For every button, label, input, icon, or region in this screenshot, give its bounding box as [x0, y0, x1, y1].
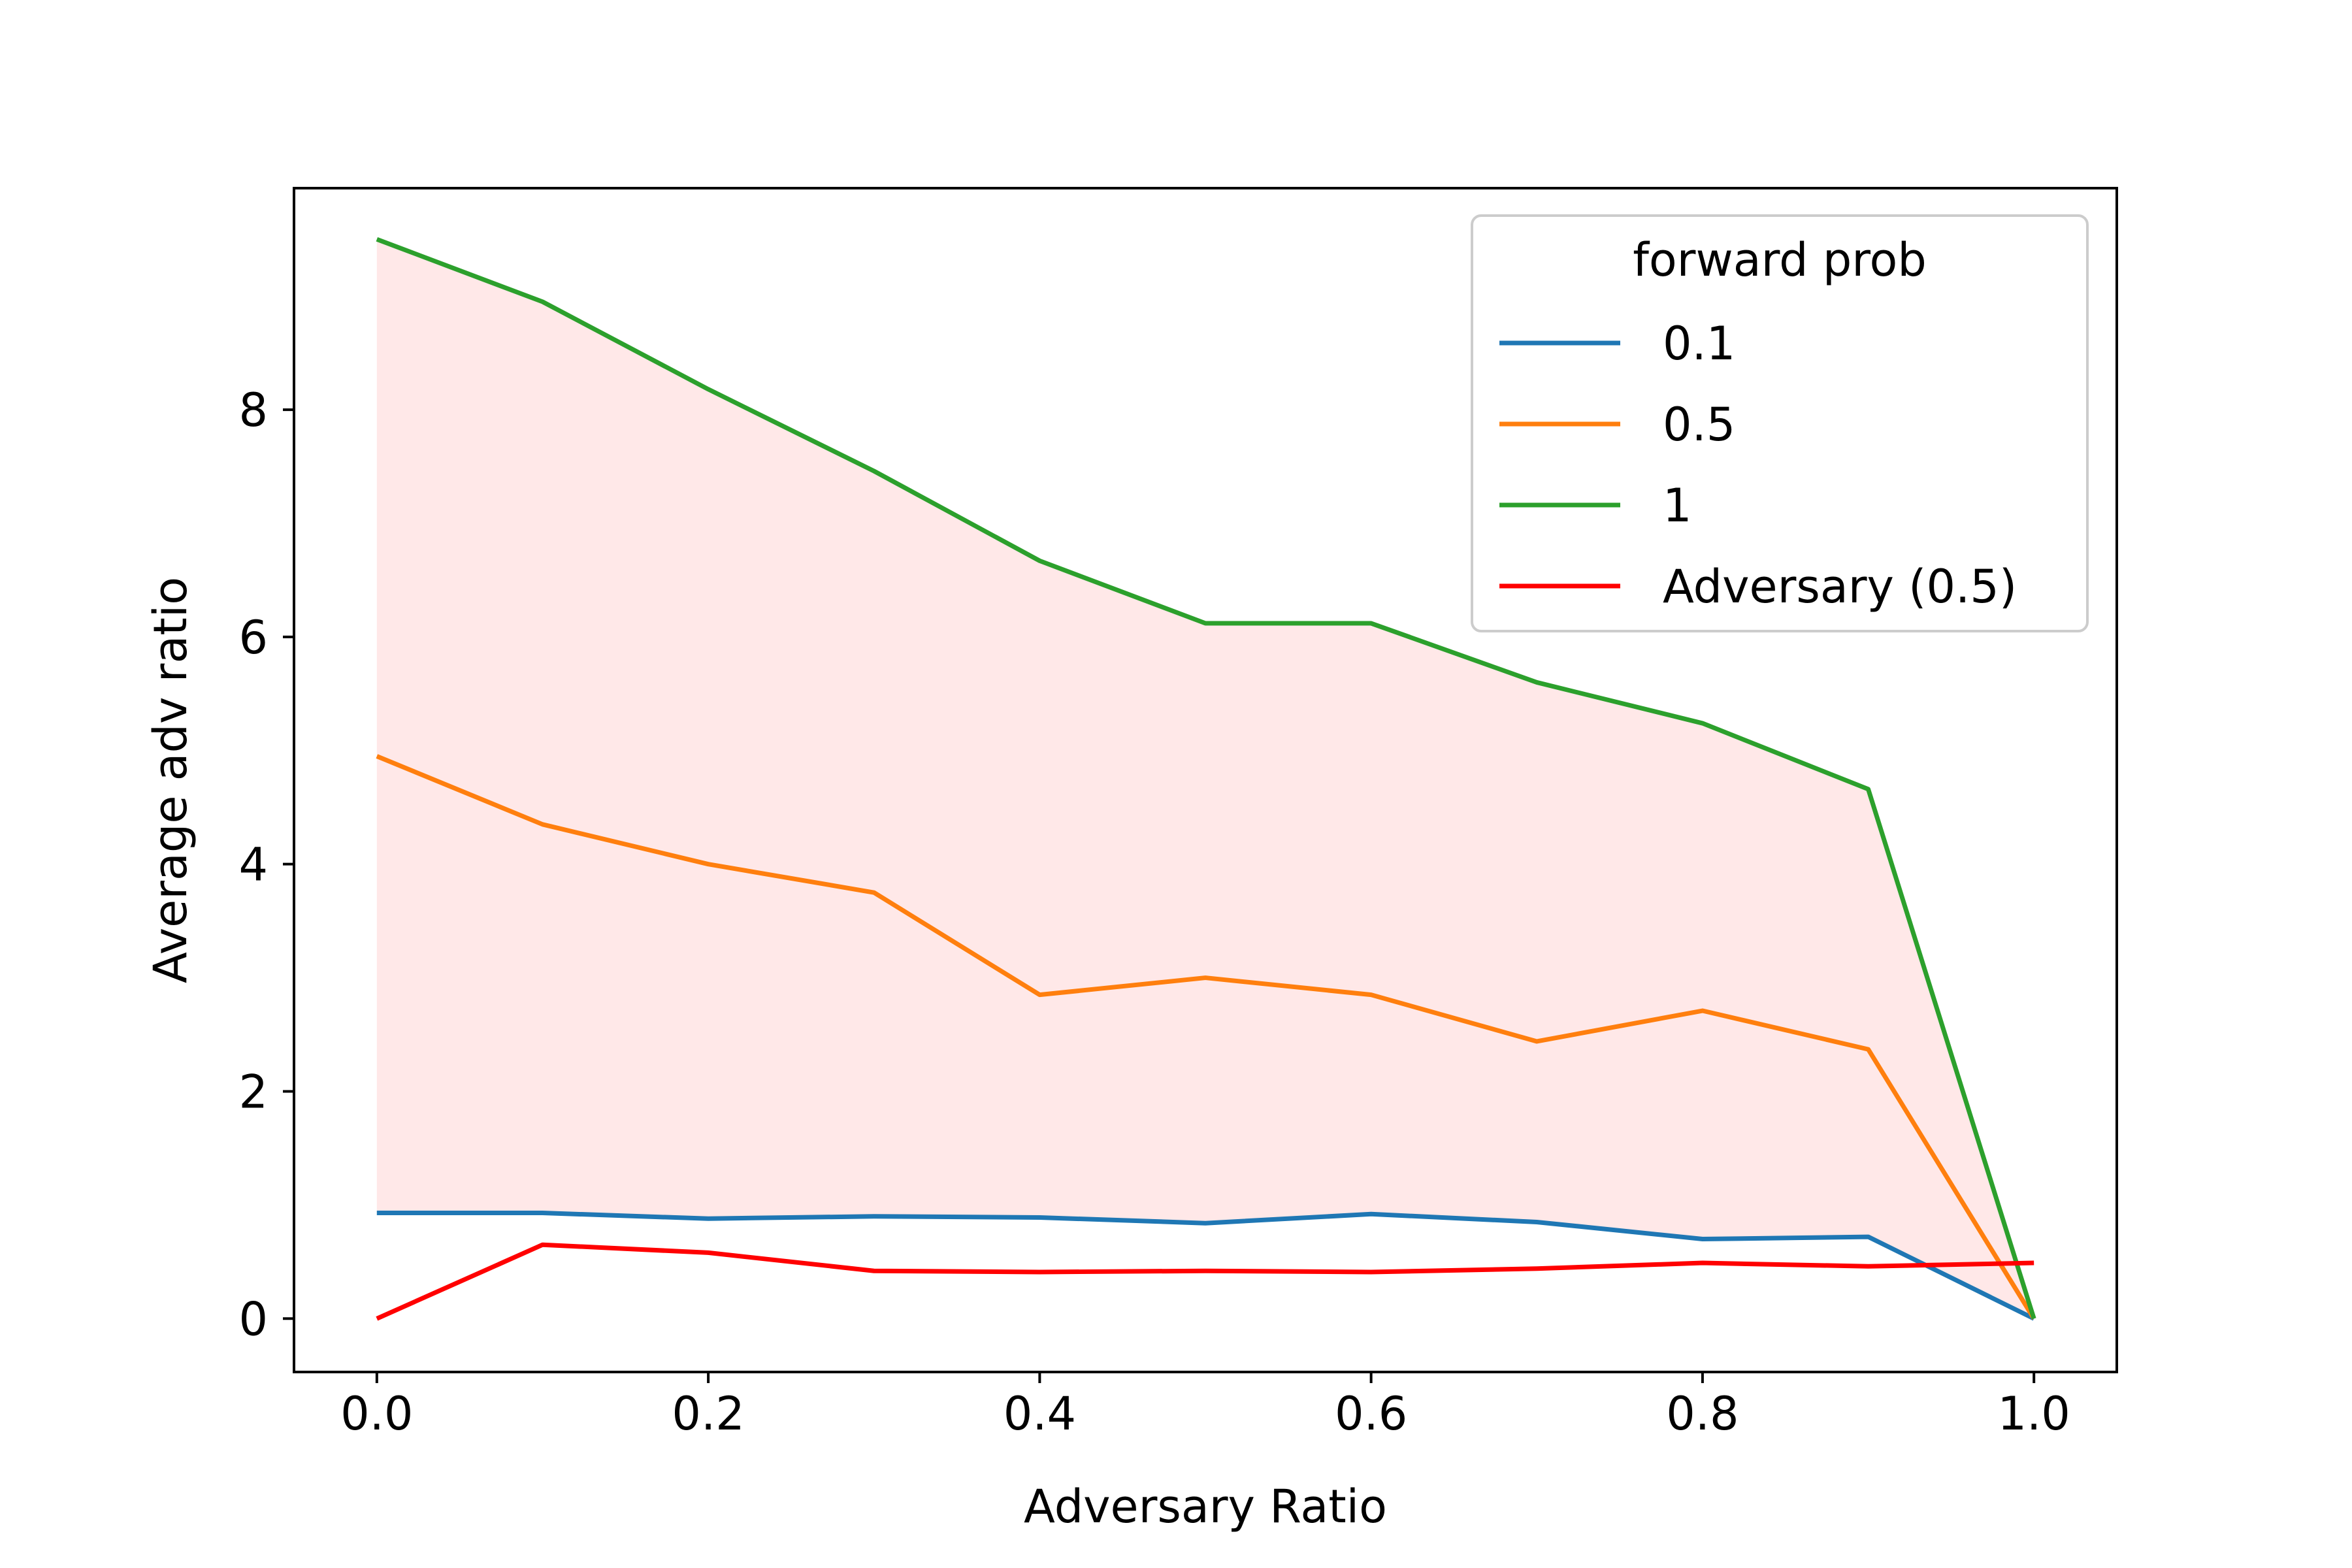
legend-entries: 0.1 0.5 1 Adversary (0.5) [1499, 317, 2017, 613]
y-tick-label: 0 [238, 1292, 268, 1346]
y-tick-label: 2 [238, 1065, 268, 1119]
legend-label-1: 0.5 [1663, 398, 1735, 451]
x-tick-label: 1.0 [1998, 1387, 2070, 1441]
series-line-3 [376, 1242, 2034, 1321]
x-tick-label: 0.2 [672, 1387, 744, 1441]
legend-box [1471, 214, 2089, 632]
y-tick-label: 8 [238, 384, 268, 437]
x-tick-label: 0.8 [1666, 1387, 1739, 1441]
x-tick-label: 0.4 [1004, 1387, 1076, 1441]
legend-title: forward prob [1633, 233, 1927, 287]
y-tick-label: 6 [238, 611, 268, 664]
x-axis-label: Adversary Ratio [1024, 1480, 1387, 1533]
series-line-0 [376, 1211, 2035, 1321]
legend-label-3: Adversary (0.5) [1663, 560, 2017, 613]
legend-label-0: 0.1 [1663, 317, 1735, 370]
fill-band-layer [376, 239, 2034, 1319]
fill-band [376, 239, 2034, 1319]
x-axis: 0.0 0.2 0.4 0.6 0.8 1.0 [340, 1372, 2070, 1441]
series-layer [376, 237, 2036, 1321]
y-tick-label: 4 [238, 838, 268, 892]
plot-frame [293, 187, 2118, 1373]
series-line-2 [376, 237, 2036, 1320]
legend: forward prob 0.1 0.5 1 Adversary (0.5) [1471, 214, 2089, 632]
y-axis-label: Average adv ratio [144, 577, 197, 983]
x-tick-label: 0.0 [340, 1387, 413, 1441]
legend-label-2: 1 [1663, 479, 1692, 532]
y-axis: 0 2 4 6 8 [238, 384, 294, 1346]
series-line-1 [376, 754, 2036, 1320]
x-tick-label: 0.6 [1335, 1387, 1407, 1441]
